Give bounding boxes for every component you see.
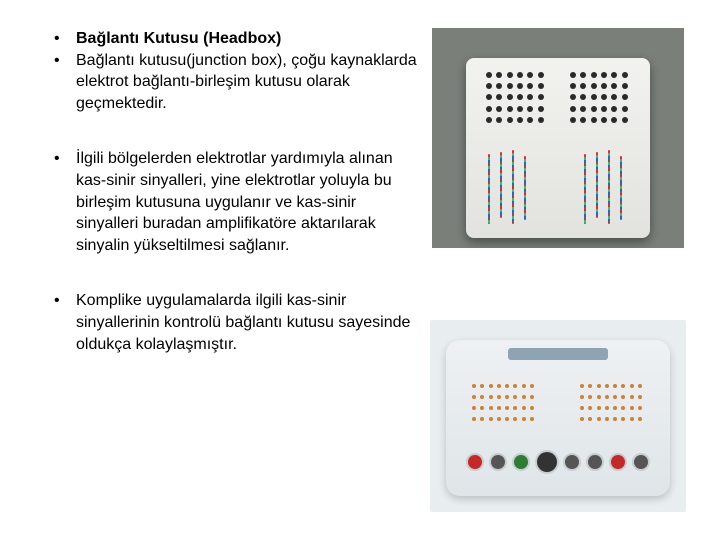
amplifier-image — [430, 320, 686, 512]
wire-zone — [466, 150, 650, 230]
bullet-item: • Komplike uygulamalarda ilgili kas-sini… — [52, 290, 422, 355]
bullet-content: • Bağlantı Kutusu (Headbox) • Bağlantı k… — [52, 28, 422, 389]
plug-icon — [634, 455, 648, 469]
bullet-group-3: • Komplike uygulamalarda ilgili kas-sini… — [52, 290, 422, 355]
headbox-panel — [466, 58, 650, 238]
bullet-marker: • — [52, 28, 76, 50]
plug-icon — [565, 455, 579, 469]
port-grid-left — [472, 384, 536, 426]
bullet-item: • Bağlantı Kutusu (Headbox) — [52, 28, 422, 50]
bullet-group-2: • İlgili bölgelerden elektrotlar yardımı… — [52, 148, 422, 256]
brand-label — [508, 348, 608, 360]
bullet-text: Bağlantı kutusu(junction box), çoğu kayn… — [76, 50, 422, 115]
connector-grid-left — [486, 72, 546, 126]
port-grid-right — [580, 384, 644, 426]
bullet-group-1: • Bağlantı Kutusu (Headbox) • Bağlantı k… — [52, 28, 422, 114]
connector-grid-right — [570, 72, 630, 126]
bullet-marker: • — [52, 148, 76, 170]
headbox-image — [432, 28, 684, 248]
plug-icon — [491, 455, 505, 469]
plug-row — [464, 446, 652, 478]
bullet-marker: • — [52, 290, 76, 312]
amplifier-body — [446, 340, 670, 496]
plug-red-icon — [611, 455, 625, 469]
plug-green-icon — [514, 455, 528, 469]
bullet-item: • Bağlantı kutusu(junction box), çoğu ka… — [52, 50, 422, 115]
bullet-text: Komplike uygulamalarda ilgili kas-sinir … — [76, 290, 422, 355]
bullet-text: İlgili bölgelerden elektrotlar yardımıyl… — [76, 148, 422, 256]
plug-main-icon — [537, 452, 557, 472]
bullet-marker: • — [52, 50, 76, 72]
plug-red-icon — [468, 455, 482, 469]
plug-icon — [588, 455, 602, 469]
bullet-text: Bağlantı Kutusu (Headbox) — [76, 28, 422, 50]
bullet-item: • İlgili bölgelerden elektrotlar yardımı… — [52, 148, 422, 256]
